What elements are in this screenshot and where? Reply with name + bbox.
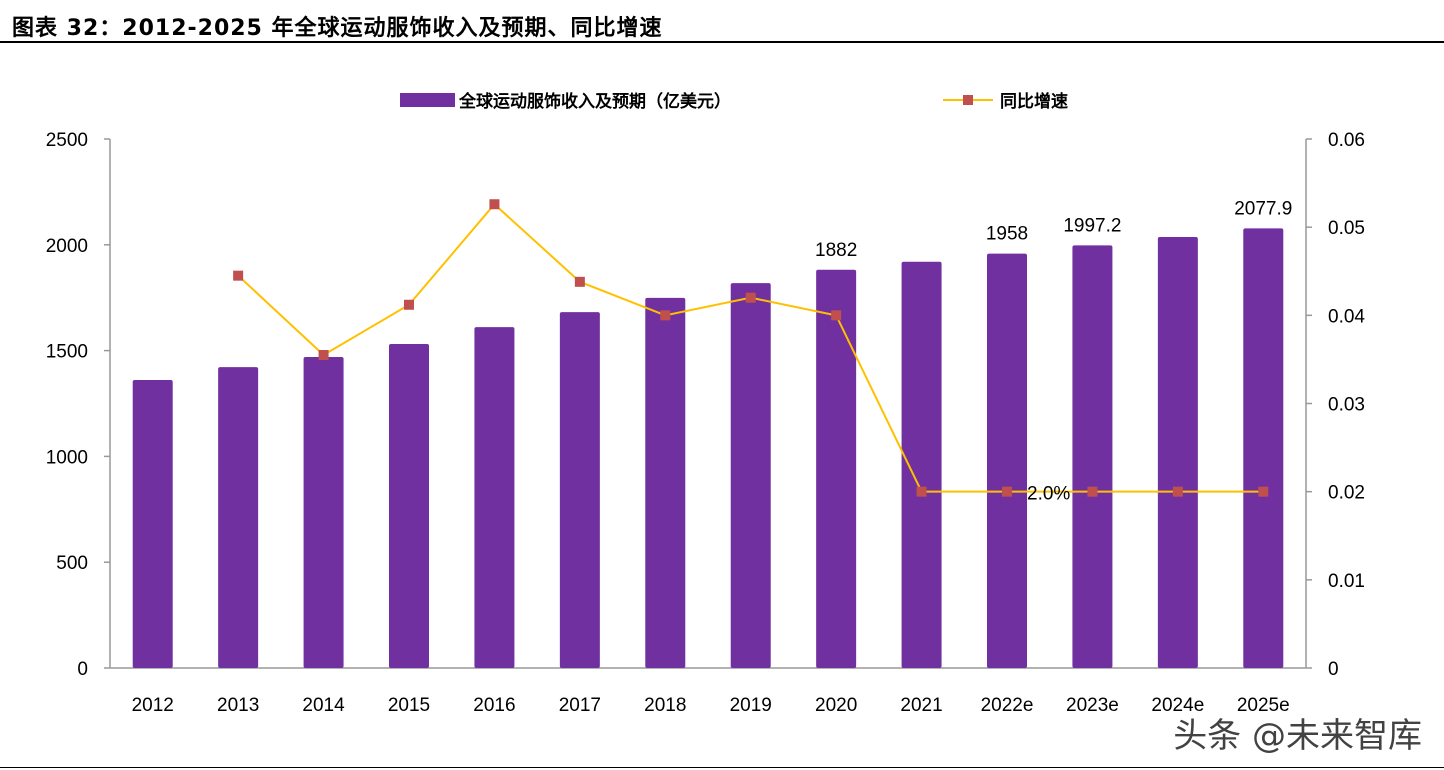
x-tick-label: 2013 [217, 695, 259, 716]
bar-data-label: 2077.9 [1234, 198, 1292, 219]
right-tick-label: 0 [1328, 659, 1339, 680]
x-tick-label: 2022e [981, 695, 1034, 716]
bar [1157, 236, 1198, 668]
growth-marker [404, 299, 414, 310]
right-tick-label: 0.04 [1328, 306, 1365, 327]
right-tick-label: 0.03 [1328, 395, 1365, 416]
left-tick-label: 2500 [46, 130, 88, 151]
bar [474, 327, 515, 668]
bar-data-label: 1958 [986, 224, 1028, 245]
left-tick-label: 500 [56, 553, 88, 574]
growth-marker [1087, 486, 1098, 497]
legend-bar-swatch [400, 93, 455, 107]
growth-marker [233, 270, 244, 281]
bar [645, 297, 686, 668]
legend-line-marker [963, 95, 973, 105]
x-tick-label: 2023e [1066, 695, 1119, 716]
bar [1243, 228, 1284, 669]
bar [559, 312, 600, 668]
line-data-label: 2.0% [1027, 484, 1070, 505]
growth-marker [1172, 486, 1183, 497]
bar [1072, 245, 1113, 668]
growth-marker [745, 292, 756, 303]
left-tick-label: 0 [77, 659, 88, 680]
bar [132, 380, 173, 668]
bar [389, 344, 429, 668]
growth-marker [489, 199, 500, 210]
left-tick-label: 1000 [46, 447, 88, 468]
bottom-divider [0, 767, 1444, 768]
x-tick-label: 2012 [132, 695, 174, 716]
bar [816, 269, 857, 668]
x-tick-label: 2021 [900, 695, 942, 716]
right-tick-label: 0.01 [1328, 571, 1365, 592]
x-tick-label: 2015 [388, 695, 430, 716]
right-tick-label: 0.06 [1328, 130, 1365, 151]
growth-marker [1002, 486, 1012, 497]
right-tick-label: 0.02 [1328, 483, 1365, 504]
bar [218, 367, 259, 668]
left-tick-label: 2000 [46, 236, 88, 257]
watermark: 头条 @未来智库 [1173, 716, 1422, 756]
x-tick-label: 2017 [559, 695, 601, 716]
growth-marker [831, 310, 842, 321]
left-tick-label: 1500 [46, 342, 88, 363]
x-tick-label: 2019 [730, 695, 772, 716]
x-tick-label: 2014 [302, 695, 345, 716]
growth-marker [660, 310, 671, 321]
bar-data-label: 1997.2 [1063, 215, 1121, 236]
bar [303, 356, 344, 668]
bar [730, 283, 771, 668]
bar-data-label: 1882 [815, 240, 857, 261]
legend-bar-label: 全球运动服饰收入及预期（亿美元） [458, 91, 731, 112]
title-divider [0, 41, 1444, 43]
bar [901, 261, 942, 668]
bar [987, 253, 1027, 668]
growth-marker [574, 276, 585, 287]
x-tick-label: 2020 [815, 695, 857, 716]
growth-marker [1258, 486, 1269, 497]
x-tick-label: 2016 [473, 695, 515, 716]
growth-marker [318, 350, 329, 361]
x-tick-label: 2018 [644, 695, 686, 716]
legend-line-label: 同比增速 [1000, 91, 1068, 112]
right-tick-label: 0.05 [1328, 218, 1365, 239]
figure-title: 图表 32：2012-2025 年全球运动服饰收入及预期、同比增速 [12, 16, 663, 41]
x-tick-label: 2025e [1237, 695, 1290, 716]
growth-marker [916, 486, 927, 497]
x-tick-label: 2024e [1151, 695, 1204, 716]
